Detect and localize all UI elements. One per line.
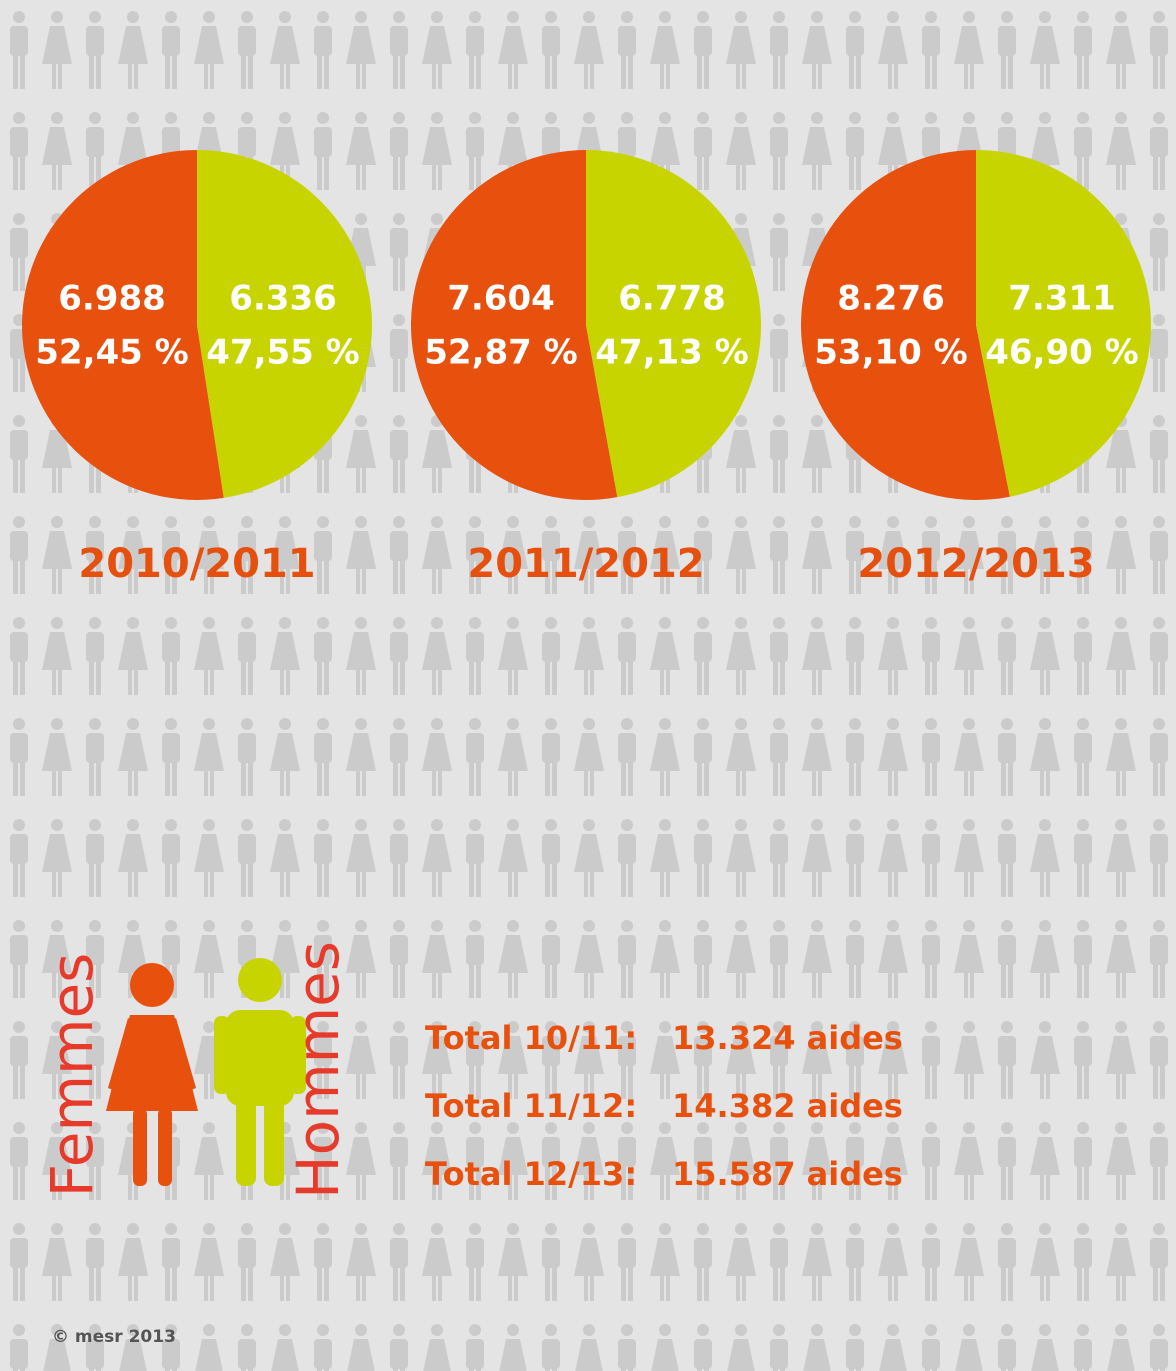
- legend-label: Hommes: [284, 941, 352, 1199]
- pie-slice: [410, 150, 618, 500]
- pie-slice: [800, 150, 1010, 500]
- percent-label: 52,87 %: [424, 333, 577, 373]
- pie-charts: 6.988 52,45 % 6.336 47,55 % 2010/2011 7.604 52…: [21, 150, 1151, 587]
- count-label: 6.778: [618, 279, 726, 319]
- pie-slice: [197, 150, 372, 498]
- pie-slice: [976, 150, 1151, 497]
- footer: © mesr 2013: [52, 1327, 176, 1347]
- woman-icon: [106, 963, 198, 1186]
- pie-slice: [586, 150, 761, 498]
- percent-label: 53,10 %: [814, 333, 967, 373]
- count-label: 8.276: [837, 279, 945, 319]
- legend-icons: Femmes Hommes: [38, 941, 352, 1199]
- man-icon: [214, 958, 306, 1186]
- percent-label: 47,55 %: [206, 333, 359, 373]
- chart-title: 2011/2012: [467, 541, 704, 587]
- total-label: Total 10/11:: [425, 1019, 637, 1057]
- percent-label: 52,45 %: [35, 333, 188, 373]
- count-label: 6.988: [58, 279, 166, 319]
- total-value: 13.324 aides: [672, 1019, 903, 1057]
- total-label: Total 11/12:: [425, 1087, 637, 1125]
- total-value: 15.587 aides: [672, 1155, 903, 1193]
- total-value: 14.382 aides: [672, 1087, 903, 1125]
- chart-title: 2012/2013: [857, 541, 1094, 587]
- pie-slice: [21, 150, 224, 501]
- count-label: 6.336: [229, 279, 337, 319]
- percent-label: 46,90 %: [985, 333, 1138, 373]
- percent-label: 47,13 %: [595, 333, 748, 373]
- chart-title: 2010/2011: [78, 541, 315, 587]
- legend-label: Femmes: [38, 953, 106, 1198]
- count-label: 7.604: [447, 279, 555, 319]
- count-label: 7.311: [1008, 279, 1116, 319]
- total-label: Total 12/13:: [425, 1155, 637, 1193]
- totals: Total 10/11: 13.324 aides Total 11/12: 14.3…: [425, 1019, 903, 1193]
